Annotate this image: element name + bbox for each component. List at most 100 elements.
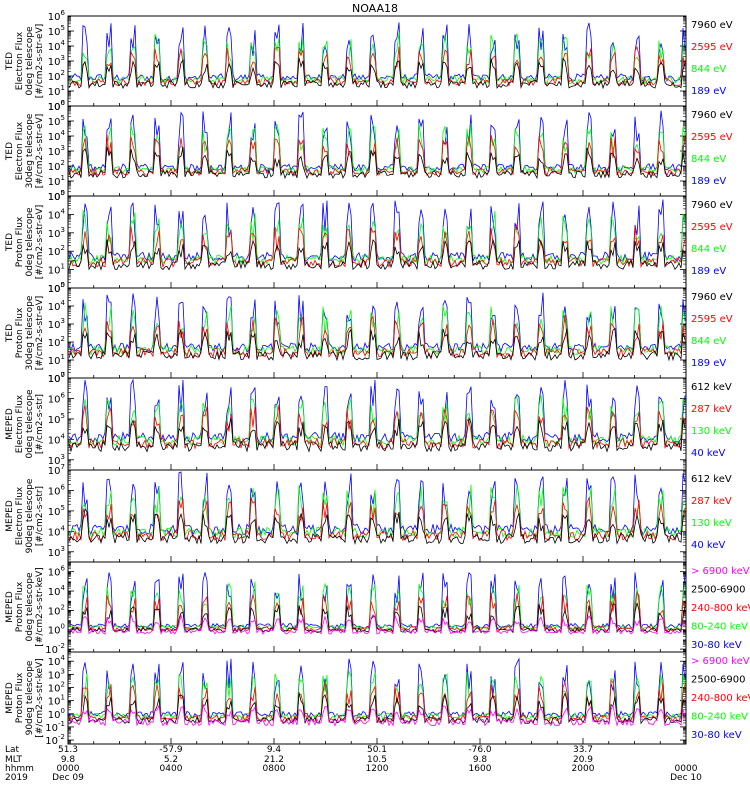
y-tick-label: 100 bbox=[48, 623, 65, 637]
y-tick-label: 107 bbox=[48, 371, 65, 385]
y-axis-label-line: [#/cm2-s-str-keV] bbox=[35, 567, 45, 646]
y-tick-exponent: 4 bbox=[61, 654, 66, 662]
x-tick-mlt: 5.2 bbox=[164, 755, 178, 765]
panel-traces bbox=[68, 110, 686, 180]
y-axis-label-line: [#/cm2-s-str] bbox=[35, 486, 45, 546]
legend-entry: 2595 eV bbox=[691, 42, 733, 53]
y-tick-label: 103 bbox=[48, 667, 65, 681]
x-tick-lat: -57.9 bbox=[159, 745, 183, 755]
panel-frame bbox=[67, 195, 687, 289]
legend-entry: 2595 eV bbox=[691, 132, 733, 143]
legend-entry: 80-240 keV bbox=[691, 622, 748, 633]
y-axis-label-line: [#/cm2-s-str-eV] bbox=[35, 205, 45, 280]
y-axis-label-line: 0deg telescope bbox=[25, 389, 35, 459]
y-tick-exponent: -2 bbox=[58, 733, 65, 741]
flux-trace-black bbox=[68, 327, 686, 362]
legend-entry: > 6900 keV bbox=[691, 656, 750, 667]
y-tick-label: 103 bbox=[48, 226, 65, 240]
y-tick-exponent: 1 bbox=[61, 694, 65, 702]
y-tick-exponent: 0 bbox=[61, 189, 65, 197]
y-tick-exponent: 5 bbox=[61, 281, 65, 289]
y-tick-exponent: 4 bbox=[61, 207, 66, 215]
y-tick-exponent: 4 bbox=[61, 524, 66, 532]
panel-traces bbox=[68, 571, 686, 635]
y-tick-exponent: 6 bbox=[61, 99, 66, 107]
y-tick-exponent: 3 bbox=[61, 54, 65, 62]
x-tick-mlt: 9.8 bbox=[473, 755, 488, 765]
panel-traces bbox=[68, 657, 686, 727]
legend-entry: 240-800 keV bbox=[691, 603, 750, 614]
legend-entry: 844 eV bbox=[691, 154, 726, 165]
x-tick-lat: 9.4 bbox=[267, 745, 282, 755]
y-tick-exponent: 1 bbox=[61, 174, 65, 182]
y-axis-label-line: Electron Flux bbox=[15, 486, 25, 545]
legend-entry: 2500-6900 bbox=[691, 675, 746, 686]
legend-entry: 40 keV bbox=[691, 540, 725, 551]
x-row-label: hhmm bbox=[5, 764, 34, 774]
y-tick-exponent: 0 bbox=[61, 99, 65, 107]
x-tick-lat: -76.0 bbox=[468, 745, 492, 755]
panel-frame bbox=[67, 287, 687, 379]
y-tick-exponent: 0 bbox=[61, 707, 65, 715]
legend-entry: 130 keV bbox=[691, 518, 732, 529]
y-tick-exponent: 4 bbox=[61, 39, 66, 47]
panel-frame bbox=[67, 105, 687, 197]
legend-entry: 30-80 keV bbox=[691, 730, 742, 741]
y-axis-label-line: 0deg telescope bbox=[25, 207, 35, 277]
legend-entry: 844 eV bbox=[691, 336, 726, 347]
y-tick-label: 107 bbox=[48, 463, 65, 477]
y-tick-exponent: 3 bbox=[61, 453, 65, 461]
x-tick-hhmm: 0000 bbox=[57, 764, 80, 774]
panel-3: 1 0 0 101 102 103 104 105 TED Proton Flux 0deg tel… bbox=[5, 189, 733, 295]
y-tick-label: 104 bbox=[48, 654, 66, 668]
y-tick-label: 104 bbox=[48, 129, 66, 143]
y-tick-exponent: 3 bbox=[61, 545, 65, 553]
y-tick-label: 10-1 bbox=[45, 720, 65, 734]
legend-entry: 2595 eV bbox=[691, 314, 733, 325]
x-tick-date: Dec 10 bbox=[670, 773, 702, 783]
x-tick-mlt: 21.2 bbox=[264, 755, 284, 765]
y-tick-exponent: 4 bbox=[61, 299, 66, 307]
y-axis-label-line: Proton Flux bbox=[15, 216, 25, 267]
x-tick-date: Dec 09 bbox=[52, 773, 84, 783]
legend-entry: 7960 eV bbox=[691, 20, 733, 31]
y-tick-label: 101 bbox=[48, 694, 65, 708]
flux-trace-red bbox=[68, 679, 686, 723]
legend-entry: 287 keV bbox=[691, 496, 732, 507]
y-axis-label-line: MEPED bbox=[5, 682, 15, 714]
y-tick-label: 103 bbox=[48, 54, 65, 68]
y-axis-label-line: [#/cm2-s-str-eV] bbox=[35, 114, 45, 189]
flux-trace-magenta bbox=[68, 703, 686, 727]
y-axis-label-line: [#/cm2-s-str-eV] bbox=[35, 24, 45, 99]
chart-title: NOAA18 bbox=[352, 2, 398, 15]
y-axis-label-line: TED bbox=[5, 52, 15, 71]
x-row-label: 2019 bbox=[5, 773, 28, 783]
y-tick-exponent: 5 bbox=[61, 412, 65, 420]
y-axis-label-line: Proton Flux bbox=[15, 307, 25, 358]
y-tick-label: 106 bbox=[48, 483, 66, 497]
legend-entry: 40 keV bbox=[691, 448, 725, 459]
flux-trace-black bbox=[68, 416, 686, 453]
x-tick-mlt: 20.9 bbox=[573, 755, 593, 765]
y-tick-label: 101 bbox=[48, 174, 65, 188]
y-tick-label: 105 bbox=[48, 114, 65, 128]
y-tick-label: 102 bbox=[48, 244, 65, 258]
legend-entry: 189 eV bbox=[691, 358, 726, 369]
y-tick-exponent: 0 bbox=[61, 281, 65, 289]
legend-entry: 189 eV bbox=[691, 176, 726, 187]
x-tick-hhmm: 0400 bbox=[160, 764, 183, 774]
y-tick-label: 102 bbox=[48, 680, 65, 694]
y-axis-label-line: 30deg telescope bbox=[25, 113, 35, 188]
y-tick-exponent: 0 bbox=[61, 623, 65, 631]
y-axis-label-line: 30deg telescope bbox=[25, 295, 35, 370]
panel-traces bbox=[68, 199, 686, 271]
legend-entry: 2500-6900 bbox=[691, 585, 746, 596]
legend-entry: 2595 eV bbox=[691, 222, 733, 233]
y-axis-label-line: Electron Flux bbox=[15, 31, 25, 90]
flux-trace-green bbox=[68, 302, 686, 356]
y-tick-label: 100 bbox=[48, 707, 65, 721]
y-tick-label: 103 bbox=[48, 545, 65, 559]
